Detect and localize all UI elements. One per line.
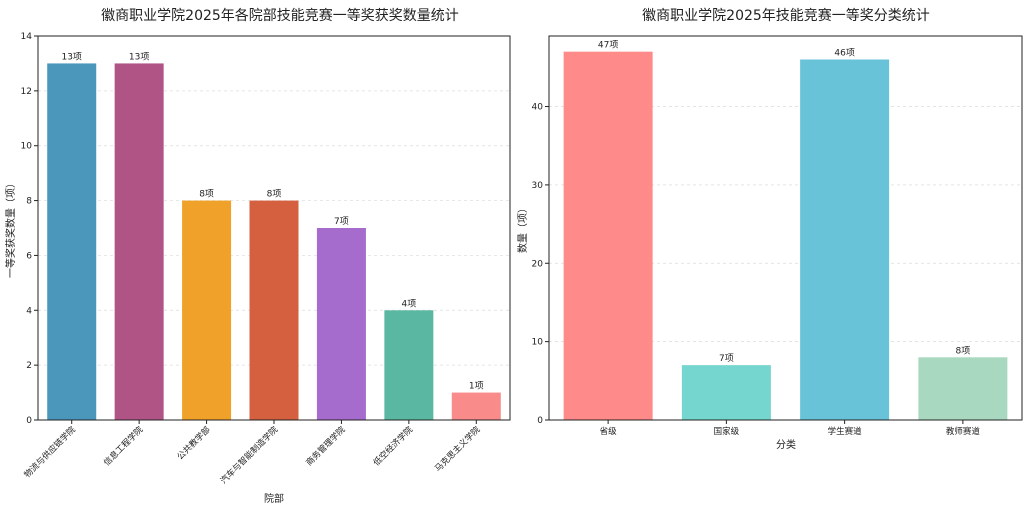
left-category-label: 商务管理学院 bbox=[304, 424, 348, 468]
left-bar bbox=[384, 310, 434, 420]
left-bar-label: 7项 bbox=[334, 216, 349, 227]
right-category-label: 教师赛道 bbox=[946, 426, 981, 437]
right-bar bbox=[800, 59, 890, 421]
right-ytick-label: 40 bbox=[532, 103, 544, 113]
chart-left-bar-labels: 13项 13项 8项 8项 7项 4项 1项 bbox=[61, 51, 483, 391]
right-category-label: 国家级 bbox=[714, 426, 740, 437]
right-bar-label: 47项 bbox=[598, 40, 618, 51]
left-bar bbox=[451, 392, 501, 420]
left-ytick-label: 6 bbox=[26, 251, 32, 261]
chart-right-bars bbox=[563, 51, 1008, 421]
chart-left-yticks: 0 2 4 6 8 10 12 14 bbox=[21, 32, 38, 426]
left-category-label: 汽车与智能制造学院 bbox=[218, 424, 280, 486]
right-category-label: 省级 bbox=[600, 426, 618, 437]
chart-right: 徽商职业学院2025年技能竞赛一等奖分类统计 47项 7项 46项 8项 0 10 20 3… bbox=[516, 7, 1023, 451]
chart-right-bar-labels: 47项 7项 46项 8项 bbox=[598, 40, 970, 364]
right-ytick-label: 30 bbox=[532, 181, 544, 191]
chart-right-title: 徽商职业学院2025年技能竞赛一等奖分类统计 bbox=[642, 7, 930, 24]
left-ytick-label: 12 bbox=[21, 87, 32, 97]
left-ytick-label: 10 bbox=[21, 142, 33, 152]
right-bar bbox=[563, 51, 653, 421]
left-ytick-label: 8 bbox=[26, 197, 32, 207]
left-bar bbox=[249, 200, 299, 420]
right-ytick-label: 10 bbox=[532, 338, 544, 348]
right-bar bbox=[681, 365, 771, 420]
chart-right-xlabel: 分类 bbox=[776, 438, 796, 451]
right-bar bbox=[918, 357, 1008, 420]
chart-left-xticks: 物流与供应链学院 信息工程学院 公共教学部 汽车与智能制造学院 商务管理学院 低空经济学院… bbox=[22, 420, 483, 486]
left-ytick-label: 4 bbox=[26, 306, 32, 316]
left-category-label: 公共教学部 bbox=[175, 424, 213, 462]
left-category-label: 马克思主义学院 bbox=[433, 424, 483, 474]
chart-left-bars bbox=[47, 63, 501, 421]
chart-right-xticks: 省级 国家级 学生赛道 教师赛道 bbox=[600, 420, 981, 437]
chart-left-title: 徽商职业学院2025年各院部技能竞赛一等奖获奖数量统计 bbox=[101, 7, 459, 24]
chart-right-ylabel: 数量（项） bbox=[516, 203, 529, 253]
chart-left: 徽商职业学院2025年各院部技能竞赛一等奖获奖数量统计 13项 13项 8项 8项 7项… bbox=[4, 7, 511, 505]
left-category-label: 物流与供应链学院 bbox=[22, 424, 78, 480]
left-category-label: 信息工程学院 bbox=[101, 424, 145, 468]
right-category-label: 学生赛道 bbox=[828, 426, 863, 437]
left-bar bbox=[47, 63, 97, 421]
right-ytick-label: 20 bbox=[532, 259, 544, 269]
left-bar-label: 13项 bbox=[61, 51, 81, 62]
left-ytick-label: 0 bbox=[26, 416, 32, 426]
chart-left-xlabel: 院部 bbox=[264, 492, 284, 505]
left-bar-label: 8项 bbox=[267, 189, 282, 200]
left-bar-label: 4项 bbox=[401, 298, 416, 309]
right-ytick-label: 0 bbox=[537, 416, 543, 426]
left-bar bbox=[114, 63, 164, 421]
left-category-label: 低空经济学院 bbox=[371, 424, 415, 468]
right-bar-label: 7项 bbox=[719, 353, 734, 364]
chart-right-yticks: 0 10 20 30 40 bbox=[532, 103, 549, 426]
left-bar-label: 13项 bbox=[129, 51, 149, 62]
left-bar-label: 1项 bbox=[469, 381, 484, 392]
right-bar-label: 46项 bbox=[834, 48, 854, 59]
right-bar-label: 8项 bbox=[956, 345, 971, 356]
left-ytick-label: 2 bbox=[26, 361, 32, 371]
left-ytick-label: 14 bbox=[21, 32, 33, 42]
chart-left-ylabel: 一等奖获奖数量（项） bbox=[4, 178, 17, 278]
left-bar-label: 8项 bbox=[199, 189, 214, 200]
left-bar bbox=[316, 228, 366, 420]
left-bar bbox=[182, 200, 232, 420]
chart-right-frame bbox=[548, 35, 1023, 421]
